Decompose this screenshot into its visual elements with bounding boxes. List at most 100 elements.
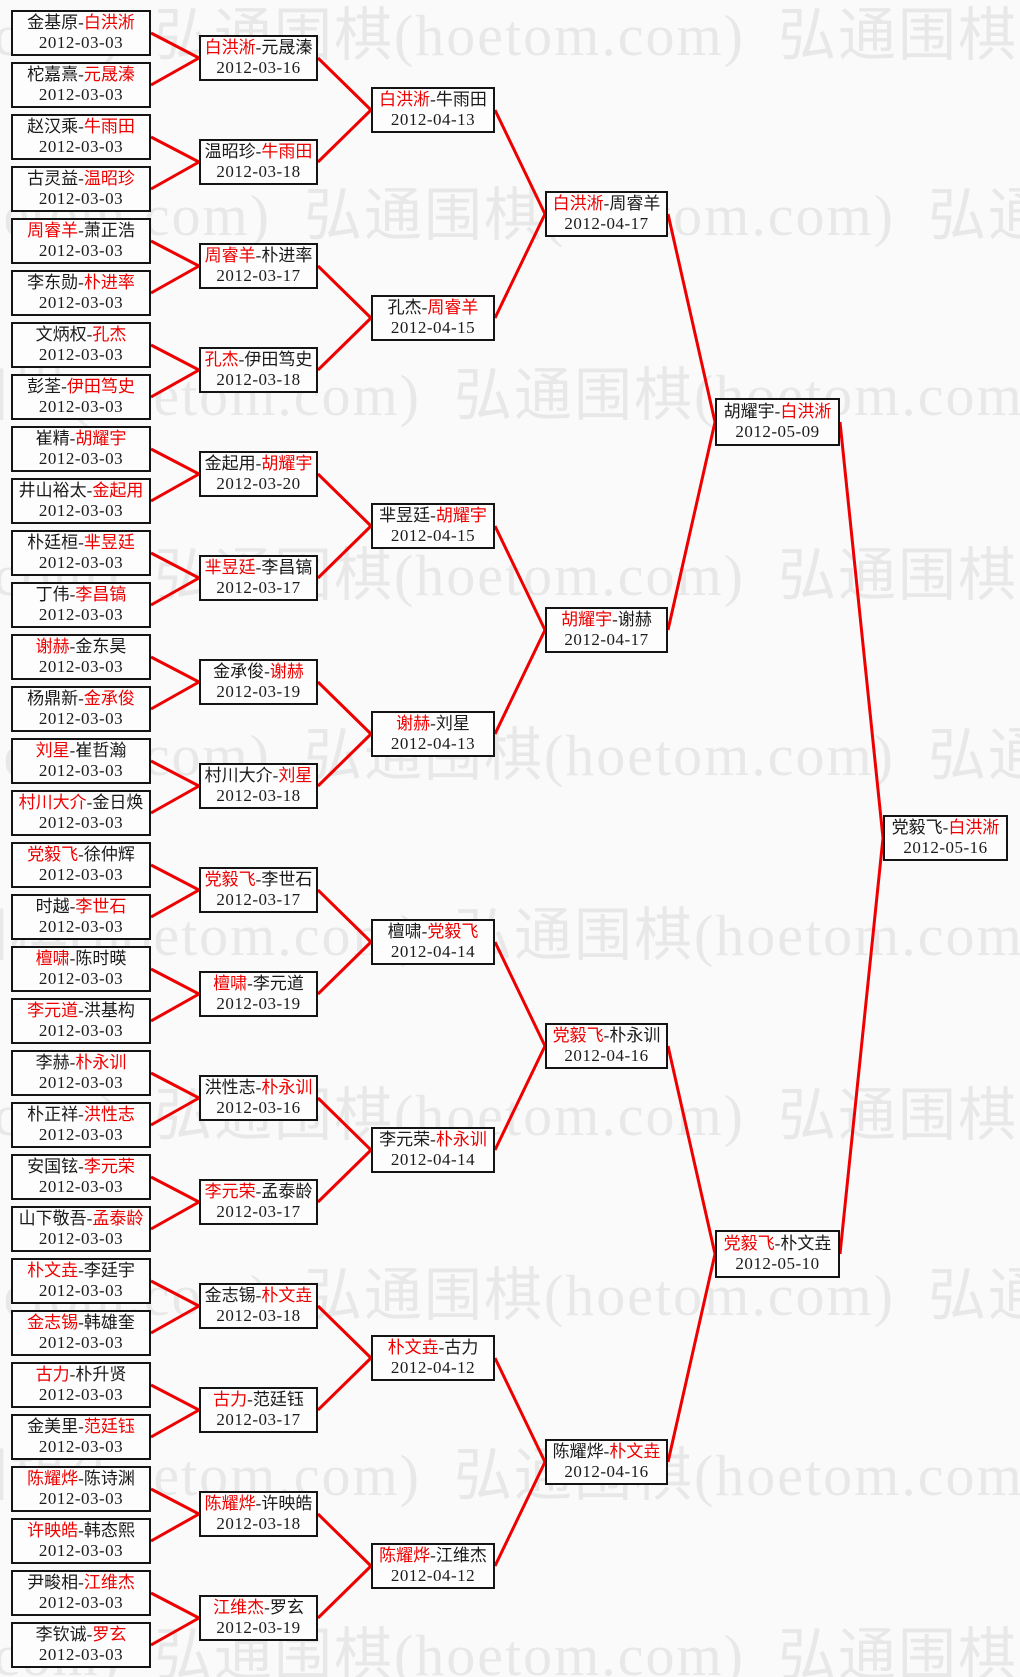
player2-name-winner: 范廷钰 — [83, 1417, 135, 1436]
name-separator: - — [430, 506, 436, 525]
match-date: 2012-03-03 — [38, 1333, 124, 1352]
match-round-of-32-14: 古力-范廷钰 2012-03-17 — [199, 1387, 318, 1433]
player1-name-winner: 古力 — [35, 1365, 70, 1384]
connector-line — [666, 421, 717, 631]
player2-name-winner: 白洪淅 — [948, 818, 1000, 837]
connector-line — [150, 1200, 200, 1231]
name-separator: - — [942, 818, 949, 837]
match-quarterfinals-1: 白洪淅-周睿羊 2012-04-17 — [545, 191, 668, 237]
player1-name: 朴廷桓 — [27, 533, 79, 552]
name-separator: - — [255, 142, 262, 161]
connector-line — [150, 472, 200, 503]
match-players: 芈昱廷-胡耀宇 — [379, 506, 487, 526]
player2-name: 刘星 — [435, 714, 470, 733]
name-separator: - — [255, 1494, 262, 1513]
name-separator: - — [78, 1261, 84, 1280]
player1-name: 温昭珍 — [204, 142, 256, 161]
match-round-of-32-9: 党毅飞-李世石 2012-03-17 — [199, 867, 318, 913]
connector-line — [666, 213, 717, 423]
player1-name-winner: 党毅飞 — [552, 1026, 604, 1045]
match-date: 2012-05-09 — [735, 422, 820, 441]
player2-name: 韩态熙 — [83, 1521, 135, 1540]
name-separator: - — [86, 1625, 93, 1644]
player2-name: 徐仲辉 — [83, 845, 135, 864]
player1-name-winner: 江维杰 — [213, 1598, 265, 1617]
connector-line — [150, 1512, 200, 1543]
connector-line — [316, 680, 373, 736]
match-players: 孔杰-周睿羊 — [388, 298, 479, 318]
match-date: 2012-03-03 — [38, 1125, 124, 1144]
match-players: 赵汉乘-牛雨田 — [27, 117, 135, 137]
match-date: 2012-03-03 — [38, 33, 124, 52]
connector-line — [316, 1096, 373, 1152]
player2-name: 李廷宇 — [83, 1261, 135, 1280]
player1-name-winner: 陈耀烨 — [27, 1469, 79, 1488]
name-separator: - — [264, 662, 270, 681]
match-players: 周睿羊-朴进率 — [205, 246, 313, 266]
connector-line — [150, 1071, 200, 1100]
player1-name: 檀啸 — [387, 922, 422, 941]
match-players: 李钦诚-罗玄 — [36, 1625, 127, 1645]
connector-line — [316, 888, 373, 944]
match-round-of-64-17: 党毅飞-徐仲辉 2012-03-03 — [11, 842, 151, 888]
name-separator: - — [61, 377, 67, 396]
match-round-of-64-19: 檀啸-陈时暎 2012-03-03 — [11, 946, 151, 992]
name-separator: - — [69, 429, 76, 448]
match-round-of-64-2: 柁嘉熹-元晟溱 2012-03-03 — [11, 62, 151, 108]
match-round-of-16-8: 陈耀烨-江维杰 2012-04-12 — [371, 1543, 495, 1589]
match-players: 山下敬吾-孟泰龄 — [19, 1209, 144, 1229]
match-players: 井山裕太-金起用 — [19, 481, 144, 501]
connector-line — [316, 316, 373, 372]
player1-name: 古灵益 — [27, 169, 79, 188]
name-separator: - — [255, 558, 262, 577]
connector-line — [493, 109, 547, 215]
match-date: 2012-03-03 — [38, 241, 124, 260]
connector-line — [316, 1304, 373, 1360]
name-separator: - — [78, 273, 84, 292]
player1-name-winner: 白洪淅 — [552, 194, 604, 213]
connector-line — [150, 239, 200, 268]
connector-line — [150, 1096, 200, 1127]
match-date: 2012-03-03 — [38, 1385, 124, 1404]
match-round-of-64-1: 金基原-白洪淅 2012-03-03 — [11, 10, 151, 56]
name-separator: - — [430, 714, 436, 733]
match-round-of-32-2: 温昭珍-牛雨田 2012-03-18 — [199, 139, 318, 185]
name-separator: - — [69, 1365, 76, 1384]
player2-name: 韩雄奎 — [83, 1313, 135, 1332]
connector-line — [150, 56, 200, 87]
name-separator: - — [86, 325, 93, 344]
player1-name: 金起用 — [204, 454, 256, 473]
match-players: 党毅飞-朴文垚 — [724, 1234, 832, 1254]
connector-line — [838, 837, 885, 1255]
match-date: 2012-03-03 — [38, 1645, 124, 1664]
match-round-of-16-5: 檀啸-党毅飞 2012-04-14 — [371, 919, 495, 965]
match-date: 2012-04-13 — [390, 110, 476, 129]
match-final-1: 党毅飞-白洪淅 2012-05-16 — [883, 815, 1008, 861]
match-round-of-64-4: 古灵益-温昭珍 2012-03-03 — [11, 166, 151, 212]
player2-name: 江维杰 — [435, 1546, 487, 1565]
player2-name-winner: 温昭珍 — [83, 169, 135, 188]
player1-name-winner: 陈耀烨 — [204, 1494, 256, 1513]
player1-name-winner: 朴文垚 — [27, 1261, 79, 1280]
match-round-of-32-11: 洪性志-朴永训 2012-03-16 — [199, 1075, 318, 1121]
connector-line — [150, 551, 200, 580]
connector-line — [150, 1591, 200, 1620]
match-players: 白洪淅-牛雨田 — [379, 90, 487, 110]
connector-line — [316, 732, 373, 788]
match-date: 2012-03-03 — [38, 293, 124, 312]
match-round-of-64-18: 时越-李世石 2012-03-03 — [11, 894, 151, 940]
match-players: 党毅飞-朴永训 — [553, 1026, 661, 1046]
connector-line — [316, 56, 373, 112]
match-date: 2012-04-12 — [390, 1358, 476, 1377]
match-date: 2012-04-15 — [390, 318, 476, 337]
player2-name-winner: 李元荣 — [83, 1157, 135, 1176]
match-round-of-64-5: 周睿羊-萧正浩 2012-03-03 — [11, 218, 151, 264]
match-date: 2012-03-03 — [38, 969, 124, 988]
match-date: 2012-03-03 — [38, 1073, 124, 1092]
match-round-of-32-13: 金志锡-朴文垚 2012-03-18 — [199, 1283, 318, 1329]
connector-line — [316, 1148, 373, 1204]
player1-name: 杨鼎新 — [27, 689, 79, 708]
player1-name: 山下敬吾 — [18, 1209, 87, 1228]
player2-name-winner: 谢赫 — [269, 662, 304, 681]
match-players: 江维杰-罗玄 — [213, 1598, 304, 1618]
